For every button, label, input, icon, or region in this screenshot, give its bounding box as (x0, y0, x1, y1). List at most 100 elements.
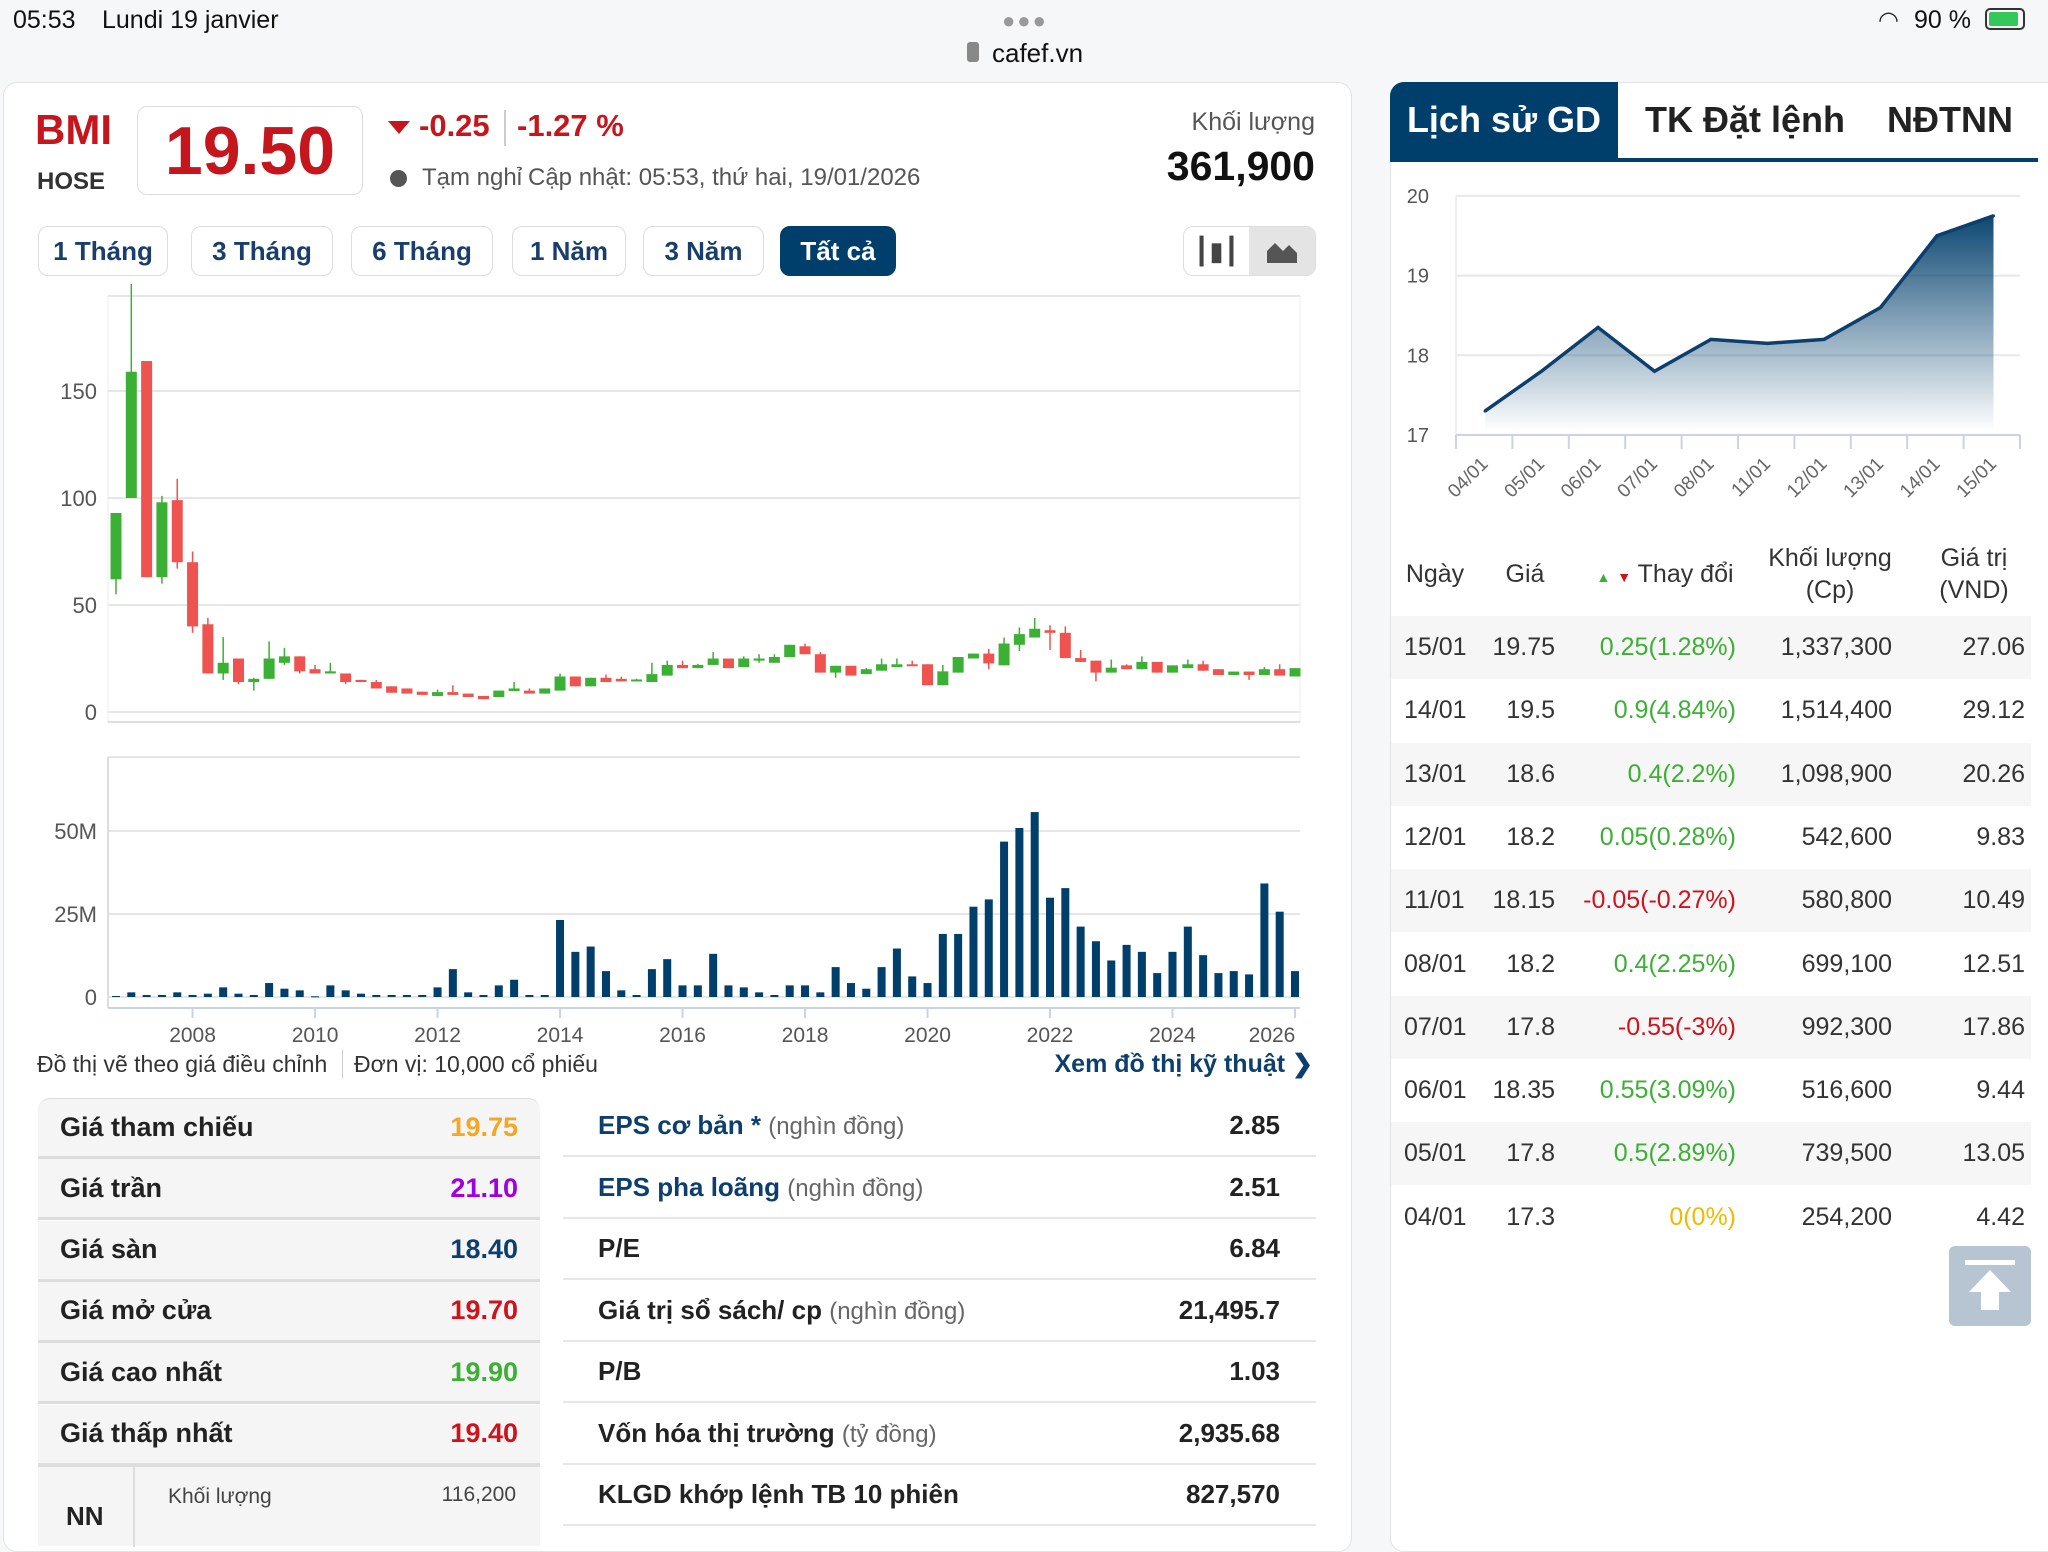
candle-body (1090, 660, 1102, 673)
period-button[interactable]: 3 Năm (643, 226, 764, 276)
period-button[interactable]: 1 Tháng (38, 226, 168, 276)
candle (156, 495, 168, 584)
row-price: 18.2 (1506, 822, 1555, 851)
candle (125, 284, 137, 498)
history-row[interactable]: 11/01 18.15 -0.05(-0.27%) 580,800 10.49 (1391, 869, 2031, 933)
url-bar[interactable]: cafef.vn (992, 38, 1084, 68)
volume-bar (862, 988, 871, 997)
candle-body (217, 662, 229, 674)
history-row[interactable]: 14/01 19.5 0.9(4.84%) 1,514,400 29.12 (1391, 679, 2031, 742)
candle (569, 676, 581, 687)
fundamental-value: 21,495.7 (1178, 1294, 1280, 1325)
price-row-value: 19.70 (450, 1295, 518, 1326)
candlestick-icon[interactable]: ┃▮┃ (1193, 235, 1240, 266)
candle (753, 654, 765, 663)
candle-body (1258, 669, 1270, 675)
price-plot-area (107, 295, 1301, 723)
candle (340, 673, 352, 685)
price-volume-chart[interactable]: 150 100 50 0 50M 25M 0 2008 2010 2012 2014 2016 2018… (0, 280, 1340, 1060)
nn-volume-label: Khối lượng (168, 1485, 272, 1508)
fundamental-label: EPS cơ bản * (598, 1110, 761, 1140)
candle-body (967, 653, 979, 659)
volume-bar (1168, 951, 1177, 997)
history-row[interactable]: 13/01 18.6 0.4(2.2%) 1,098,900 20.26 (1391, 742, 2031, 806)
volume-bar (1245, 974, 1254, 997)
volume-bar (311, 996, 320, 998)
candle (983, 648, 995, 670)
price-row-value: 18.40 (450, 1234, 518, 1265)
candle (1075, 649, 1087, 662)
price-row-value: 19.90 (450, 1356, 518, 1387)
history-row[interactable]: 08/01 18.2 0.4(2.25%) 699,100 12.51 (1391, 933, 2031, 996)
candle (1274, 664, 1286, 676)
year-label: 2020 (904, 1024, 951, 1047)
volume-bar (280, 988, 289, 997)
data-point (1596, 325, 1600, 329)
data-point (1653, 369, 1656, 373)
divider (342, 1050, 343, 1078)
price-row-label: Giá trần (60, 1172, 163, 1203)
y-tick-label: 17 (1407, 425, 1429, 447)
volume-bar (203, 993, 212, 997)
volume-bar (1091, 941, 1100, 997)
fundamental-value: 2.51 (1229, 1171, 1280, 1202)
candle-body (692, 664, 704, 669)
more-dots-icon[interactable]: ●●● (1002, 8, 1048, 33)
chart-type-toggle: ┃▮┃ (1183, 226, 1316, 276)
candle (1136, 656, 1148, 670)
tab-order-stats[interactable]: TK Đặt lệnh (1644, 99, 1845, 140)
tab-foreign-investors[interactable]: NĐTNN (1887, 99, 2013, 140)
volume-bar (372, 995, 381, 997)
row-date: 11/01 (1404, 886, 1465, 915)
price-row-label: Giá cao nhất (60, 1356, 223, 1387)
col-price: Giá (1505, 560, 1545, 588)
price-row-value: 19.75 (450, 1112, 518, 1142)
history-row[interactable]: 12/01 18.2 0.05(0.28%) 542,600 9.83 (1391, 806, 2031, 869)
history-row[interactable]: 06/01 18.35 0.55(3.09%) 516,600 9.44 (1391, 1059, 2031, 1122)
candle-body (876, 664, 888, 671)
price-row-label: Giá thấp nhất (60, 1418, 233, 1448)
x-tick-label: 15/01 (1953, 454, 2001, 502)
period-button[interactable]: 6 Tháng (351, 226, 493, 276)
period-button[interactable]: 1 Năm (512, 226, 626, 276)
technical-chart-link[interactable]: Xem đồ thị kỹ thuật ❯ (1055, 1049, 1314, 1079)
tab-trading-history[interactable]: Lịch sử GD (1390, 82, 1618, 158)
col-volume-label: Khối lượng (1768, 544, 1892, 572)
volume-tick-label: 25M (54, 902, 97, 927)
history-row[interactable]: 05/01 17.8 0.5(2.89%) 739,500 13.05 (1391, 1122, 2031, 1186)
row-date: 07/01 (1404, 1012, 1467, 1041)
volume-bar (877, 967, 886, 997)
candle-body (1243, 671, 1255, 675)
volume-bar (219, 987, 228, 997)
candle (1197, 660, 1209, 671)
period-button[interactable]: Tất cả (780, 226, 896, 276)
history-row[interactable]: 04/01 17.3 0(0%) 254,200 4.42 (1391, 1186, 2031, 1249)
candle-body (539, 688, 551, 694)
history-row[interactable]: 07/01 17.8 -0.55(-3%) 992,300 17.86 (1391, 995, 2031, 1059)
fundamental-unit: (nghìn đồng) (787, 1174, 924, 1202)
year-label: 2014 (537, 1024, 584, 1047)
history-row[interactable]: 15/01 19.75 0.25(1.28%) 1,337,300 27.06 (1391, 616, 2031, 679)
scroll-to-top-button[interactable] (1949, 1246, 2031, 1326)
x-tick-label: 06/01 (1557, 454, 1605, 502)
volume-bar (1199, 955, 1208, 997)
volume-bar (418, 995, 427, 997)
year-label: 2010 (292, 1024, 339, 1047)
row-change: 0.25(1.28%) (1599, 633, 1736, 661)
candle-body (799, 646, 811, 655)
volume-bar (525, 995, 534, 997)
area-chart-icon[interactable] (1249, 227, 1315, 275)
price-row: Giá cao nhất 19.90 (38, 1343, 540, 1405)
volume-value: 361,900 (1166, 143, 1315, 189)
fundamental-row: Giá trị sổ sách/ cp (nghìn đồng) 21,495.7 (563, 1281, 1316, 1342)
candle (646, 662, 658, 683)
period-button[interactable]: 3 Tháng (191, 226, 333, 276)
volume-bar (770, 995, 779, 997)
candle-body (646, 674, 658, 683)
candle (707, 652, 719, 665)
data-point (1483, 409, 1487, 413)
row-price: 19.5 (1506, 696, 1555, 725)
candle-body (477, 695, 489, 700)
candle (171, 478, 183, 569)
technical-chart-link-label[interactable]: Xem đồ thị kỹ thuật (1054, 1050, 1286, 1078)
